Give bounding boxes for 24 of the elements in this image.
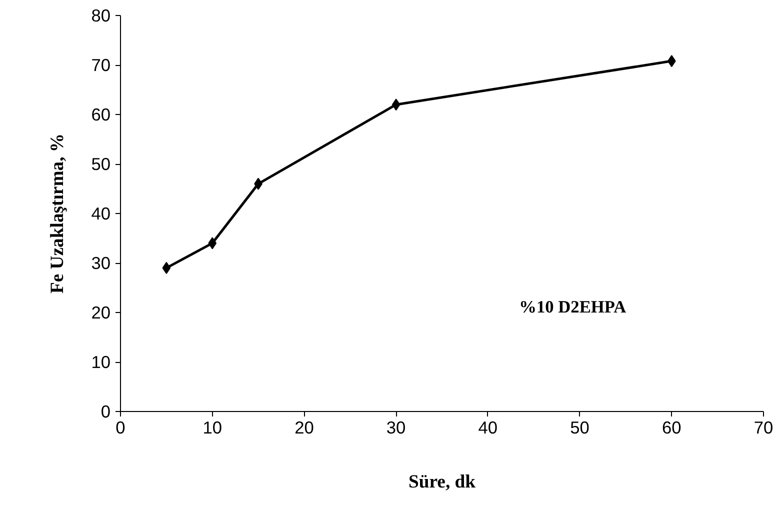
y-tick-label: 0 — [100, 402, 111, 422]
y-tick-label: 50 — [91, 154, 111, 174]
y-tick-label: 20 — [91, 302, 111, 322]
point — [162, 262, 171, 274]
x-tick-label: 0 — [116, 418, 126, 438]
x-axis-title: Süre, dk — [408, 472, 476, 492]
annotation: %10 D2EHPA — [519, 297, 627, 316]
point — [667, 55, 676, 68]
x-tick-label: 40 — [478, 418, 498, 438]
y-tick-label: 30 — [91, 253, 111, 273]
y-tick-label: 60 — [91, 104, 111, 124]
y-axis-title: Fe Uzaklaştırma, % — [47, 133, 68, 294]
y-tick-label: 80 — [91, 6, 111, 26]
y-tick-label: 10 — [91, 352, 111, 372]
x-tick-label: 50 — [570, 418, 590, 438]
x-tick-label: 70 — [754, 418, 774, 438]
y-tick-label: 40 — [91, 204, 111, 224]
x-tick-label: 10 — [202, 418, 222, 438]
y-tick-label: 70 — [91, 55, 111, 75]
x-tick-label: 20 — [294, 418, 314, 438]
point — [208, 237, 217, 250]
x-tick-label: 60 — [662, 418, 682, 438]
x-tick-label: 30 — [386, 418, 406, 438]
point — [392, 98, 400, 111]
